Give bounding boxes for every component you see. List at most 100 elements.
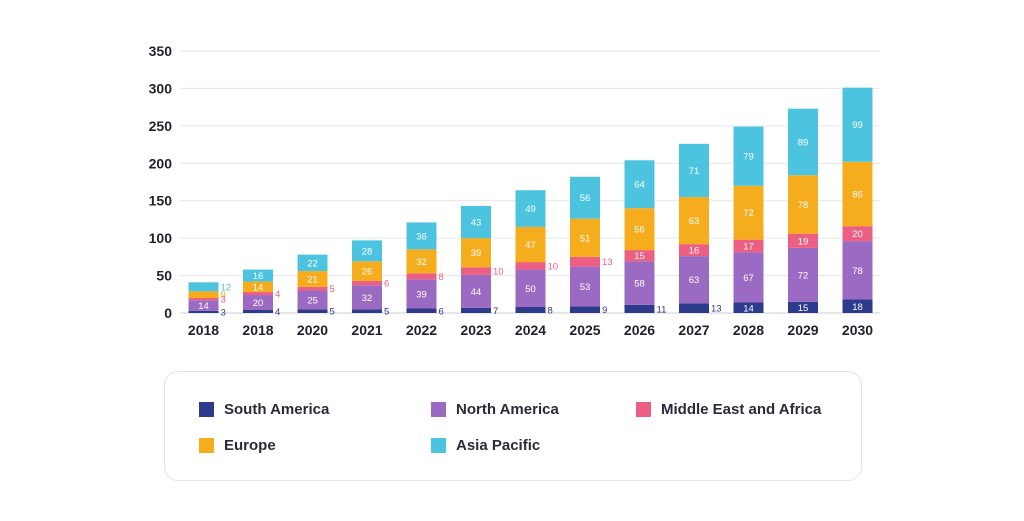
data-label: 21: [307, 274, 318, 285]
data-label: 3: [221, 295, 226, 306]
bar-segment: [733, 185, 764, 240]
data-label: 39: [416, 289, 427, 300]
bar-segment: [679, 256, 709, 304]
bar-segment: [515, 307, 546, 313]
data-label: 5: [330, 284, 335, 295]
bar-stack: 13 63 16 63 71: [679, 143, 722, 315]
bar-segment: [515, 269, 546, 308]
legend-item: South America: [199, 399, 329, 419]
data-label: 20: [852, 229, 863, 240]
y-tick-label: 350: [149, 43, 173, 59]
bar-stack: 8 50 10 47 49: [515, 190, 559, 317]
bar-segment: [788, 108, 818, 176]
bar-segment: [352, 280, 382, 286]
data-label: 64: [634, 180, 645, 191]
data-label: 16: [253, 271, 264, 282]
data-label: 36: [416, 231, 427, 242]
data-label: 58: [634, 279, 645, 290]
bar-stack: 11 58 15 56 64: [624, 160, 667, 315]
data-label: 14: [743, 303, 754, 314]
legend-label: Asia Pacific: [456, 436, 541, 454]
legend-swatch: [431, 437, 446, 453]
data-label: 7: [493, 306, 498, 317]
data-label: 17: [743, 242, 754, 253]
data-label: 47: [525, 240, 536, 251]
bar-segment: [570, 306, 600, 313]
bar-segment: [406, 308, 437, 313]
bar-segment: [243, 281, 273, 293]
bar-segment: [461, 238, 491, 268]
data-label: 49: [525, 204, 536, 215]
bar-segment: [679, 303, 709, 313]
x-tick-label: 2025: [569, 322, 600, 338]
data-label: 15: [798, 303, 809, 314]
data-label: 16: [689, 246, 700, 257]
data-label: 11: [657, 304, 667, 315]
bar-segment: [570, 176, 600, 219]
x-tick-label: 2018: [242, 322, 273, 338]
data-label: 8: [548, 306, 553, 317]
bar-stack: 6 39 8 32 36: [406, 222, 444, 317]
x-tick-label: 2024: [515, 322, 546, 338]
data-label: 25: [307, 295, 318, 306]
data-label: 51: [580, 233, 591, 244]
data-label: 4: [275, 307, 280, 318]
data-label: 99: [852, 120, 863, 131]
bar-segment: [788, 247, 818, 302]
bar-segment: [842, 161, 873, 227]
legend-item: Middle East and Africa: [636, 399, 821, 419]
data-label: 50: [525, 284, 536, 295]
bar-segment: [842, 299, 873, 313]
data-label: 26: [362, 267, 373, 278]
legend-item: Asia Pacific: [431, 435, 540, 455]
bar-segment: [733, 126, 764, 186]
x-tick-label: 2029: [787, 322, 818, 338]
x-tick-label: 2027: [678, 322, 709, 338]
legend-label: North America: [456, 400, 559, 418]
bar-stack: 7 44 10 39 43: [461, 205, 504, 317]
bar-stack: 14 67 17 72 79: [733, 126, 764, 314]
bar-segment: [679, 244, 709, 257]
bar-segment: [406, 279, 437, 309]
legend-item: Europe: [199, 435, 276, 455]
bar-segment: [733, 239, 764, 253]
bar-segment: [679, 196, 709, 245]
bar-stack: 18 78 20 86 99: [842, 87, 873, 313]
legend-swatch: [199, 401, 214, 417]
y-tick-label: 100: [149, 230, 173, 246]
legend-swatch: [431, 401, 446, 417]
bar-segment: [352, 309, 382, 313]
bar-segment: [842, 226, 873, 242]
bar-segment: [188, 310, 219, 313]
y-tick-label: 250: [149, 118, 173, 134]
data-label: 79: [743, 152, 754, 163]
data-label: 18: [852, 302, 863, 313]
bar-stack: 5 25 5 21 22: [297, 254, 335, 318]
data-label: 10: [548, 261, 559, 272]
data-label: 8: [439, 272, 444, 283]
bar-segment: [243, 295, 273, 311]
data-label: 13: [711, 304, 722, 315]
data-label: 15: [634, 251, 645, 262]
x-tick-label: 2020: [297, 322, 328, 338]
data-label: 78: [852, 266, 863, 277]
data-label: 3: [221, 307, 226, 318]
bar-segment: [788, 175, 818, 234]
x-tick-label: 2018: [188, 322, 219, 338]
y-tick-label: 150: [149, 193, 173, 209]
bar-segment: [461, 274, 491, 308]
data-label: 6: [439, 306, 444, 317]
bar-stack: 9 53 13 51 56: [570, 176, 613, 316]
legend-swatch: [636, 401, 651, 417]
bar-stack: 15 72 19 78 89: [788, 108, 818, 314]
data-label: 71: [689, 166, 700, 177]
bar-segment: [188, 291, 219, 299]
bar-segment: [297, 290, 328, 310]
x-tick-label: 2021: [351, 322, 382, 338]
data-label: 20: [253, 298, 264, 309]
data-label: 43: [471, 218, 482, 229]
bar-segment: [243, 292, 273, 296]
data-label: 56: [580, 193, 591, 204]
data-label: 44: [471, 287, 482, 298]
